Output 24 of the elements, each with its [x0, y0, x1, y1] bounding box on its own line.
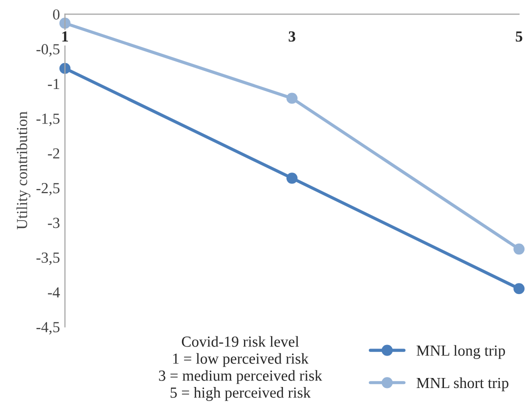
text: Covid-19 risk level	[182, 336, 299, 347]
legend-label: MNL short trip	[416, 377, 508, 392]
x-tick-label: 3	[288, 31, 296, 42]
point	[286, 172, 298, 184]
legend-label: MNL long trip	[416, 345, 505, 359]
y-tick-label: -2,5	[36, 183, 60, 196]
x-tick-label: 5	[516, 31, 522, 42]
y-tick-label: 0	[53, 9, 60, 20]
point	[513, 243, 525, 255]
y-tick-label: -0,5	[36, 44, 60, 57]
y-tick-label: -3,5	[36, 252, 60, 266]
y-tick-label: -3	[48, 218, 60, 228]
y-tick-label: -1,5	[36, 114, 60, 126]
text: 1 = low perceived risk	[173, 353, 309, 367]
text: 3 = medium perceived risk	[159, 370, 322, 384]
y-tick-label: -1	[48, 78, 60, 89]
y-tick-label: -4	[48, 287, 60, 298]
text: 5 = high perceived risk	[170, 387, 311, 401]
y-axis-title: Utility contribution	[16, 112, 30, 230]
x-tick-label: 1	[62, 31, 68, 42]
y-tick-label: -4,5	[36, 322, 60, 334]
y-tick-label: -2	[48, 148, 60, 158]
point	[286, 92, 298, 104]
point	[513, 283, 525, 294]
